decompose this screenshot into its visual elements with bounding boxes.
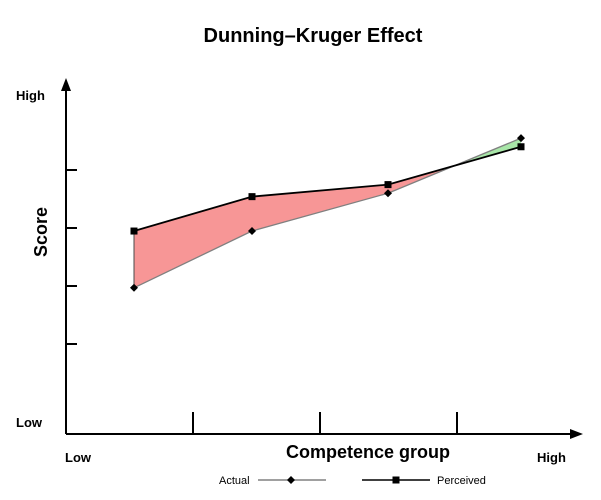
y-ticks — [66, 169, 77, 345]
y-axis-title: Score — [31, 207, 51, 257]
legend-label-perceived: Perceived — [437, 475, 486, 487]
series-markers — [130, 134, 525, 292]
legend-label-actual: Actual — [219, 475, 250, 487]
overestimate-area — [134, 196, 252, 288]
x-axis-low-label: Low — [65, 450, 92, 465]
x-axis-title: Competence group — [286, 442, 450, 462]
data-point-perceived — [517, 143, 525, 151]
data-point-actual — [517, 134, 525, 143]
data-point-perceived — [130, 227, 138, 235]
series-line-perceived — [133, 145, 522, 232]
data-point-perceived — [384, 181, 392, 189]
data-point-actual — [248, 227, 256, 236]
data-point-perceived — [248, 193, 256, 201]
series-line-actual — [133, 137, 522, 289]
y-axis-high-label: High — [16, 88, 45, 103]
overestimate-area — [252, 184, 388, 232]
x-ticks — [192, 412, 458, 434]
fill-areas — [133, 138, 521, 288]
data-point-actual — [384, 189, 392, 198]
chart-title: Dunning–Kruger Effect — [204, 25, 423, 47]
series-lines — [133, 137, 522, 289]
x-axis-arrow — [570, 429, 583, 439]
legend: Actual Perceived — [219, 475, 486, 487]
y-axis-arrow — [61, 78, 71, 91]
y-axis-low-label: Low — [16, 415, 43, 430]
data-point-actual — [130, 283, 138, 292]
legend-marker-actual — [287, 476, 295, 484]
x-axis-high-label: High — [537, 450, 566, 465]
legend-marker-perceived — [392, 476, 400, 484]
